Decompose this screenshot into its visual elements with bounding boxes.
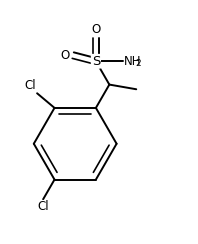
Text: O: O	[91, 23, 101, 36]
Text: NH: NH	[124, 55, 141, 68]
Text: 2: 2	[135, 60, 141, 69]
Text: O: O	[61, 49, 70, 62]
Text: Cl: Cl	[24, 79, 36, 92]
Text: Cl: Cl	[37, 200, 49, 213]
Text: S: S	[92, 55, 100, 68]
